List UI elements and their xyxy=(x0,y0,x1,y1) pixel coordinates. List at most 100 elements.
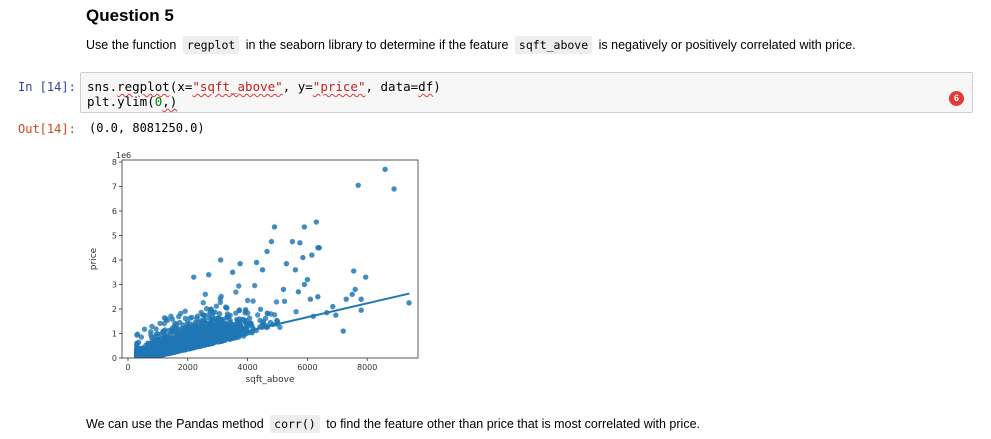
bottom-text-pre: We can use the Pandas method xyxy=(86,417,264,431)
scatter-point xyxy=(171,329,178,335)
scatter-point xyxy=(236,283,242,289)
scatter-point xyxy=(255,312,261,318)
scatter-point xyxy=(391,186,397,192)
y-tick-label: 8 xyxy=(112,158,117,167)
scatter-point xyxy=(151,339,157,346)
scatter-point xyxy=(283,260,290,267)
scatter-point xyxy=(253,259,260,266)
scatter-point xyxy=(233,289,239,295)
code-ylim-close: ,) xyxy=(162,94,178,109)
regression-line xyxy=(136,292,410,358)
scatter-point xyxy=(355,182,361,188)
scatter-point xyxy=(134,331,141,337)
scatter-point xyxy=(183,335,189,341)
y-tick-label: 0 xyxy=(112,354,117,363)
scatter-point xyxy=(202,342,209,348)
x-tick-label: 8000 xyxy=(357,363,377,372)
scatter-point xyxy=(187,315,193,321)
scatter-point xyxy=(252,282,258,289)
scatter-point xyxy=(189,329,195,335)
y-offset-text: 1e6 xyxy=(116,151,131,160)
y-tick-label: 5 xyxy=(112,231,117,240)
question-heading: Question 5 xyxy=(86,6,174,25)
scatter-point xyxy=(249,323,255,329)
code-y-arg: , y= xyxy=(282,79,313,94)
scatter-point xyxy=(182,315,189,322)
scatter-point xyxy=(168,313,174,319)
scatter-point xyxy=(293,309,299,315)
bottom-text-post: to find the feature other than price tha… xyxy=(326,417,700,431)
scatter-point xyxy=(330,303,336,310)
scatter-point xyxy=(227,317,233,323)
scatter-point xyxy=(217,311,223,317)
scatter-point xyxy=(221,329,227,335)
scatter-point xyxy=(195,328,201,334)
scatter-point xyxy=(362,274,369,280)
scatter-point xyxy=(349,291,355,297)
code-close-paren: ) xyxy=(433,79,441,94)
code-x-arg: (x= xyxy=(169,79,193,94)
code-sns: sns. xyxy=(87,79,118,94)
x-tick-label: 2000 xyxy=(178,363,198,372)
scatter-point xyxy=(301,224,308,230)
scatter-point xyxy=(180,331,186,337)
scatter-point xyxy=(271,312,278,318)
y-axis-label: price xyxy=(89,247,99,270)
code-cell-input[interactable]: sns.regplot(x="sqft_above", y="price", d… xyxy=(80,72,973,113)
x-tick-label: 6000 xyxy=(297,363,317,372)
x-axis-label: sqft_above xyxy=(245,375,295,385)
scatter-point xyxy=(309,252,315,258)
inline-code-corr: corr() xyxy=(270,415,320,433)
plot-frame xyxy=(121,159,419,359)
question-text: Use the function regplot in the seaborn … xyxy=(86,36,856,54)
scatter-point xyxy=(315,245,321,251)
inline-code-sqft-above: sqft_above xyxy=(514,36,593,54)
scatter-point xyxy=(165,350,171,356)
scatter-point xyxy=(155,331,161,337)
question-text-pre: Use the function xyxy=(86,38,177,52)
scatter-point xyxy=(174,325,180,332)
scatter-point xyxy=(157,320,163,327)
scatter-point xyxy=(178,310,184,317)
scatter-point xyxy=(166,342,173,348)
scatter-point xyxy=(158,345,164,352)
scatter-point xyxy=(351,268,357,274)
scatter-point xyxy=(218,293,224,300)
question-text-mid: in the seaborn library to determine if t… xyxy=(245,38,509,52)
scatter-point xyxy=(198,325,205,331)
scatter-point xyxy=(307,296,314,302)
scatter-point xyxy=(153,326,159,332)
scatter-point xyxy=(199,312,206,318)
scatter-point xyxy=(262,315,269,321)
x-tick-label: 0 xyxy=(125,363,130,372)
scatter-point xyxy=(313,219,320,225)
scatter-point xyxy=(209,326,216,332)
scatter-point xyxy=(208,306,214,312)
scatter-point xyxy=(199,333,206,339)
scatter-point xyxy=(292,267,299,273)
scatter-point xyxy=(138,334,145,340)
code-line-2: plt.ylim(0,) xyxy=(87,94,177,109)
scatter-point xyxy=(274,318,281,324)
y-tick-label: 3 xyxy=(112,280,117,289)
scatter-point xyxy=(136,339,142,345)
scatter-point xyxy=(340,328,346,334)
scatter-point xyxy=(236,320,242,327)
scatter-point xyxy=(164,317,170,324)
code-line-1: sns.regplot(x="sqft_above", y="price", d… xyxy=(87,79,441,94)
scatter-point xyxy=(300,254,306,261)
code-str-sqft-above: "sqft_above" xyxy=(192,79,283,94)
scatter-point xyxy=(200,300,206,306)
code-ylim: plt.ylim( xyxy=(87,94,155,109)
scatter-point xyxy=(264,248,270,255)
scatter-point xyxy=(147,347,153,354)
scatter-point xyxy=(281,298,288,304)
scatter-points xyxy=(134,166,412,358)
problem-count-badge[interactable]: 6 xyxy=(949,91,964,106)
scatter-point xyxy=(160,328,166,335)
scatter-point xyxy=(162,334,169,340)
y-tick-label: 4 xyxy=(112,256,117,265)
scatter-point xyxy=(191,274,197,280)
scatter-point xyxy=(222,321,229,327)
